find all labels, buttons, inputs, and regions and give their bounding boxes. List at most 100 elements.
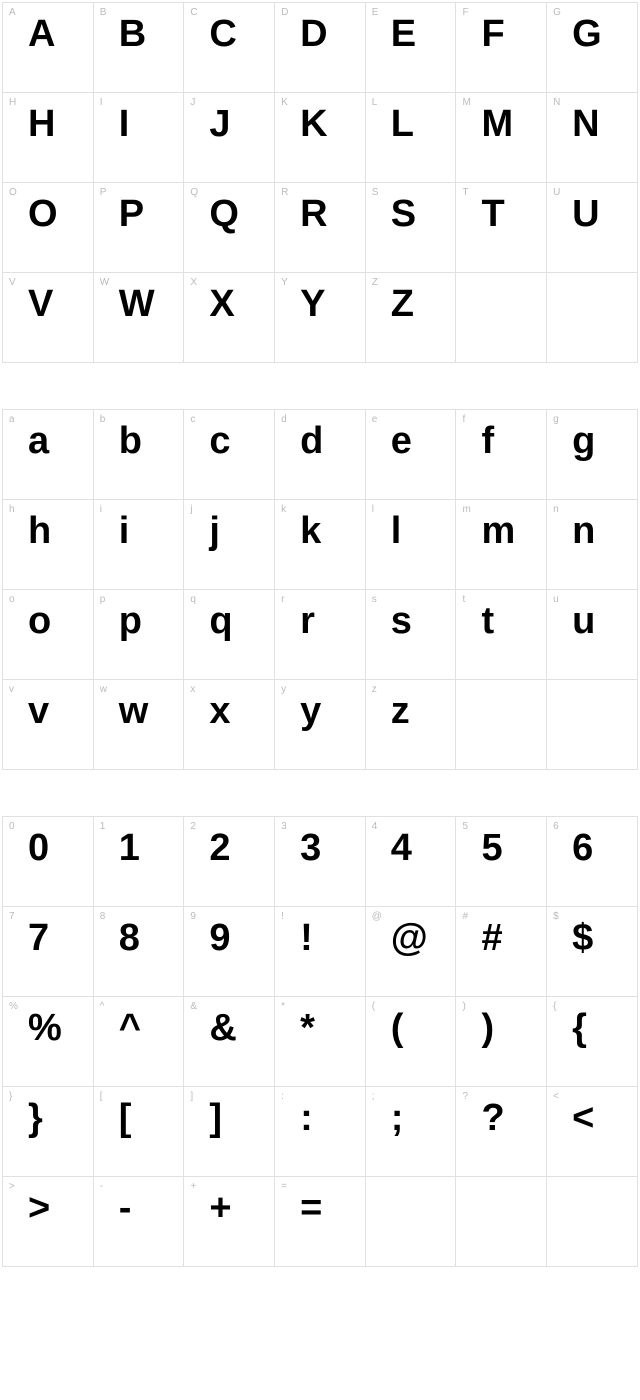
glyph-cell: II <box>94 93 185 183</box>
glyph-cell: )) <box>456 997 547 1087</box>
cell-glyph: y <box>300 690 319 733</box>
glyph-cell: CC <box>184 3 275 93</box>
glyph-cell: ;; <box>366 1087 457 1177</box>
glyph-cell: 77 <box>3 907 94 997</box>
cell-glyph: + <box>209 1187 229 1230</box>
cell-glyph: d <box>300 420 321 463</box>
glyph-cell: ^^ <box>94 997 185 1087</box>
glyph-cell: (( <box>366 997 457 1087</box>
glyph-cell: aa <box>3 410 94 500</box>
cell-label: 1 <box>100 821 106 832</box>
cell-label: R <box>281 187 288 198</box>
glyph-cell: bb <box>94 410 185 500</box>
cell-label: Y <box>281 277 288 288</box>
cell-glyph: c <box>209 420 228 463</box>
cell-label: m <box>462 504 470 515</box>
cell-label: b <box>100 414 106 425</box>
glyph-cell: QQ <box>184 183 275 273</box>
cell-glyph: : <box>300 1097 311 1140</box>
cell-glyph: J <box>209 103 228 146</box>
glyph-cell: TT <box>456 183 547 273</box>
cell-label: o <box>9 594 15 605</box>
cell-blank <box>456 1177 547 1267</box>
cell-label: I <box>100 97 103 108</box>
cell-label: P <box>100 187 107 198</box>
cell-glyph: s <box>391 600 410 643</box>
cell-label: K <box>281 97 288 108</box>
cell-label: M <box>462 97 470 108</box>
glyph-cell: ++ <box>184 1177 275 1267</box>
cell-label: S <box>372 187 379 198</box>
glyph-cell: [[ <box>94 1087 185 1177</box>
cell-label: Z <box>372 277 378 288</box>
glyph-cell: PP <box>94 183 185 273</box>
cell-glyph: g <box>572 420 593 463</box>
cell-glyph: A <box>28 13 53 56</box>
cell-glyph: E <box>391 13 414 56</box>
cell-blank <box>456 273 547 363</box>
cell-glyph: Z <box>391 283 412 326</box>
cell-glyph: < <box>572 1097 592 1140</box>
cell-glyph: C <box>209 13 234 56</box>
glyph-cell: 11 <box>94 817 185 907</box>
cell-label: l <box>372 504 374 515</box>
glyph-cell: 22 <box>184 817 275 907</box>
cell-glyph: { <box>572 1007 585 1050</box>
glyph-cell: ## <box>456 907 547 997</box>
glyph-cell: XX <box>184 273 275 363</box>
cell-label: * <box>281 1001 285 1012</box>
glyph-cell: BB <box>94 3 185 93</box>
cell-label: 6 <box>553 821 559 832</box>
glyph-cell: rr <box>275 590 366 680</box>
glyph-cell: @@ <box>366 907 457 997</box>
cell-glyph: t <box>481 600 492 643</box>
cell-label: i <box>100 504 102 515</box>
cell-label: ! <box>281 911 284 922</box>
cell-label: # <box>462 911 468 922</box>
glyph-cell: HH <box>3 93 94 183</box>
cell-glyph: K <box>300 103 325 146</box>
cell-glyph: U <box>572 193 597 236</box>
glyph-cell: mm <box>456 500 547 590</box>
cell-label: X <box>190 277 197 288</box>
glyph-cell: 55 <box>456 817 547 907</box>
cell-glyph: 5 <box>481 827 500 870</box>
cell-blank <box>547 1177 638 1267</box>
glyph-cell: KK <box>275 93 366 183</box>
glyph-cell: ll <box>366 500 457 590</box>
cell-label: U <box>553 187 560 198</box>
cell-glyph: Q <box>209 193 237 236</box>
section-uppercase: AABBCCDDEEFFGGHHIIJJKKLLMMNNOOPPQQRRSSTT… <box>2 2 638 363</box>
glyph-cell: GG <box>547 3 638 93</box>
cell-label: @ <box>372 911 382 922</box>
cell-label: [ <box>100 1091 103 1102</box>
glyph-cell: qq <box>184 590 275 680</box>
glyph-cell: << <box>547 1087 638 1177</box>
glyph-cell: ee <box>366 410 457 500</box>
glyph-cell: xx <box>184 680 275 770</box>
glyph-cell: RR <box>275 183 366 273</box>
glyph-cell: 44 <box>366 817 457 907</box>
cell-label: ] <box>190 1091 193 1102</box>
cell-label: h <box>9 504 15 515</box>
cell-label: > <box>9 1181 15 1192</box>
cell-glyph: $ <box>572 917 591 960</box>
cell-glyph: [ <box>119 1097 130 1140</box>
cell-glyph: r <box>300 600 313 643</box>
glyph-cell: LL <box>366 93 457 183</box>
glyph-cell: uu <box>547 590 638 680</box>
cell-label: Q <box>190 187 198 198</box>
glyph-cell: 00 <box>3 817 94 907</box>
glyph-cell: == <box>275 1177 366 1267</box>
cell-glyph: L <box>391 103 412 146</box>
cell-label: G <box>553 7 561 18</box>
glyph-cell: gg <box>547 410 638 500</box>
cell-glyph: ! <box>300 917 311 960</box>
cell-blank <box>366 1177 457 1267</box>
cell-label: 3 <box>281 821 287 832</box>
glyph-cell: >> <box>3 1177 94 1267</box>
cell-label: 7 <box>9 911 15 922</box>
cell-label: j <box>190 504 192 515</box>
cell-glyph: M <box>481 103 511 146</box>
glyph-cell: 33 <box>275 817 366 907</box>
